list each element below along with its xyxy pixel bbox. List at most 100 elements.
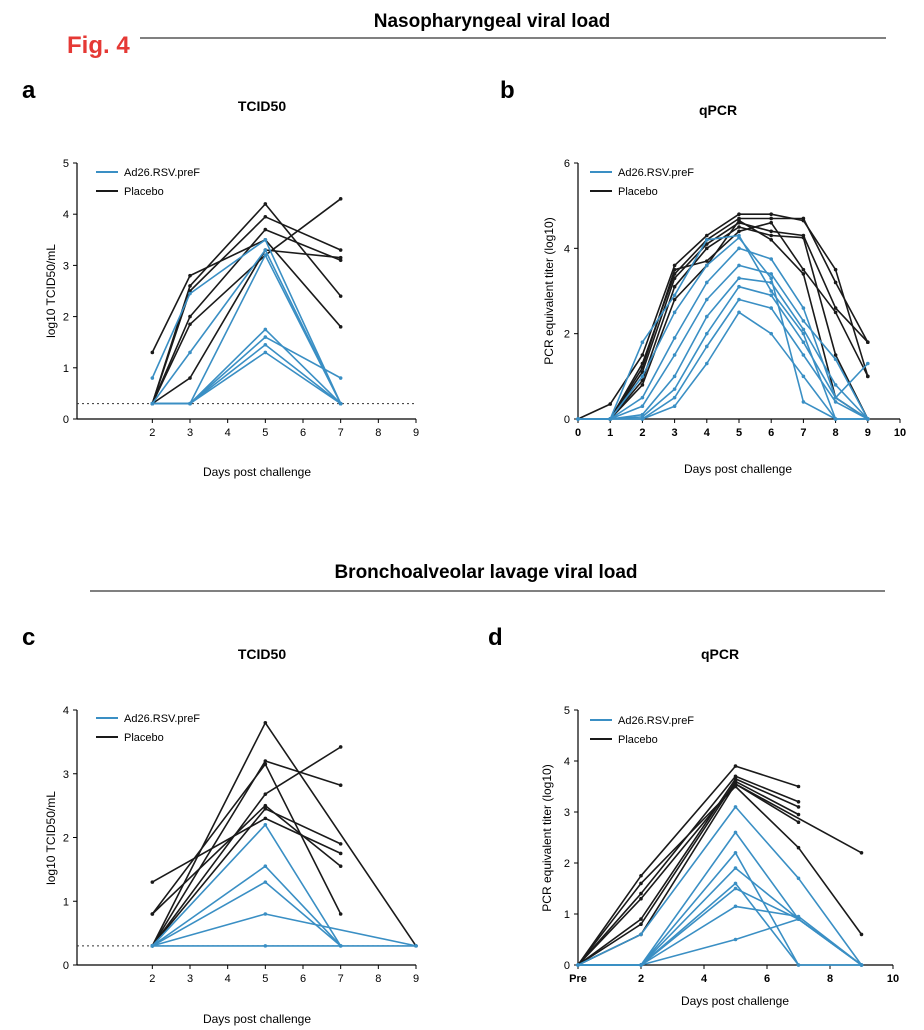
data-point-vaccine — [769, 276, 773, 281]
data-point-vaccine — [733, 886, 738, 891]
data-point-vaccine — [263, 335, 268, 339]
data-point-vaccine — [705, 344, 709, 349]
data-point-placebo — [733, 779, 738, 784]
panel-title-b: qPCR — [699, 102, 737, 118]
y-tick-label: 0 — [63, 414, 69, 426]
data-point-vaccine — [640, 340, 645, 345]
x-tick-label: 7 — [800, 427, 806, 439]
series-line-placebo-10 — [151, 228, 342, 404]
data-point-vaccine — [833, 417, 838, 421]
data-point-vaccine — [833, 383, 838, 387]
series-line-placebo-10 — [577, 778, 799, 966]
x-tick-label: 2 — [149, 427, 155, 439]
series-line-vaccine-0 — [577, 806, 863, 966]
legend-label-vaccine: Ad26.RSV.preF — [618, 167, 694, 179]
data-point-placebo — [733, 774, 738, 779]
x-tick-label: 10 — [887, 973, 899, 985]
data-point-placebo — [263, 214, 268, 219]
data-point-placebo — [150, 912, 155, 916]
data-point-placebo — [263, 807, 268, 811]
legend-label-vaccine: Ad26.RSV.preF — [124, 713, 200, 725]
data-point-vaccine — [150, 944, 155, 948]
data-point-placebo — [640, 366, 645, 370]
y-tick-label: 5 — [63, 158, 69, 170]
data-point-placebo — [338, 783, 343, 788]
x-tick-label: 8 — [375, 973, 381, 985]
data-point-vaccine — [866, 361, 870, 366]
data-point-vaccine — [705, 361, 709, 366]
data-point-placebo — [640, 353, 645, 357]
x-tick-label: 4 — [704, 427, 711, 439]
x-tick-label: 9 — [413, 973, 419, 985]
data-point-vaccine — [769, 331, 773, 336]
x-tick-label: 0 — [575, 427, 581, 439]
legend-c: Ad26.RSV.preF Placebo — [96, 713, 200, 744]
series-line-placebo-12 — [578, 221, 869, 420]
data-point-vaccine — [733, 881, 738, 886]
series-line-vaccine-4 — [578, 264, 869, 420]
series-line-vaccine-3 — [578, 277, 869, 420]
data-point-placebo — [769, 238, 773, 242]
x-tick-label: 9 — [413, 427, 419, 439]
series-line-placebo-13 — [578, 219, 869, 420]
panel-d: d qPCR 0 1 2 3 4 5 Pre 2 4 6 8 10 Days post challeng… — [488, 624, 899, 1008]
data-point-vaccine — [737, 233, 741, 238]
data-point-vaccine — [672, 293, 677, 298]
x-tick-label: 9 — [865, 427, 871, 439]
data-point-vaccine — [733, 937, 738, 942]
data-point-vaccine — [737, 276, 741, 281]
data-point-vaccine — [188, 291, 192, 296]
data-point-vaccine — [263, 864, 268, 868]
series-line-vaccine-6 — [152, 254, 342, 405]
data-point-placebo — [733, 764, 738, 768]
data-point-vaccine — [150, 401, 155, 406]
data-point-vaccine — [737, 246, 741, 251]
data-point-placebo — [769, 212, 773, 216]
data-point-vaccine — [672, 395, 677, 400]
x-tick-label: 4 — [225, 973, 231, 985]
data-point-vaccine — [263, 350, 268, 355]
panel-a: a TCID50 0 1 2 3 4 5 2 3 4 5 6 7 8 9 Days post challen… — [22, 77, 419, 479]
data-point-placebo — [338, 294, 343, 298]
data-point-vaccine — [672, 387, 677, 391]
x-tick-label: 2 — [639, 427, 645, 439]
y-axis-label: PCR equivalent titer (log10) — [542, 217, 556, 364]
series-line-vaccine-6 — [578, 905, 862, 966]
x-tick-label: 6 — [764, 973, 770, 985]
data-point-vaccine — [796, 876, 801, 881]
panel-letter-c: c — [22, 624, 35, 651]
data-point-placebo — [737, 218, 741, 223]
data-point-vaccine — [769, 289, 773, 293]
data-point-vaccine — [639, 963, 643, 967]
data-point-placebo — [796, 812, 801, 817]
data-point-vaccine — [188, 350, 192, 355]
panel-b: b qPCR 0 2 4 6 0 1 2 3 4 5 6 7 8 9 10 Days post challen… — [500, 77, 906, 476]
data-point-placebo — [338, 745, 343, 749]
data-point-placebo — [705, 233, 709, 238]
x-axis-label: Days post challenge — [684, 462, 792, 476]
data-point-vaccine — [576, 417, 580, 421]
y-tick-label: 2 — [63, 312, 69, 324]
data-point-placebo — [769, 216, 773, 221]
panel-letter-d: d — [488, 624, 503, 651]
legend-label-placebo: Placebo — [124, 186, 164, 198]
data-point-placebo — [150, 880, 155, 884]
plot-area-d — [576, 764, 864, 967]
series-line-vaccine-5 — [151, 249, 342, 405]
data-point-vaccine — [338, 944, 343, 948]
data-point-placebo — [801, 235, 806, 240]
x-tick-label: 6 — [300, 973, 306, 985]
data-point-vaccine — [737, 284, 741, 289]
data-point-placebo — [796, 820, 801, 824]
panel-title-c: TCID50 — [238, 646, 286, 662]
data-point-vaccine — [640, 395, 645, 400]
data-point-placebo — [639, 873, 643, 878]
panel-letter-a: a — [22, 77, 36, 104]
x-axis-label: Days post challenge — [203, 1012, 311, 1026]
data-point-vaccine — [640, 412, 645, 417]
panel-title-d: qPCR — [701, 646, 739, 662]
data-point-placebo — [263, 816, 268, 821]
x-tick-label: 4 — [225, 427, 231, 439]
data-point-placebo — [737, 225, 741, 229]
